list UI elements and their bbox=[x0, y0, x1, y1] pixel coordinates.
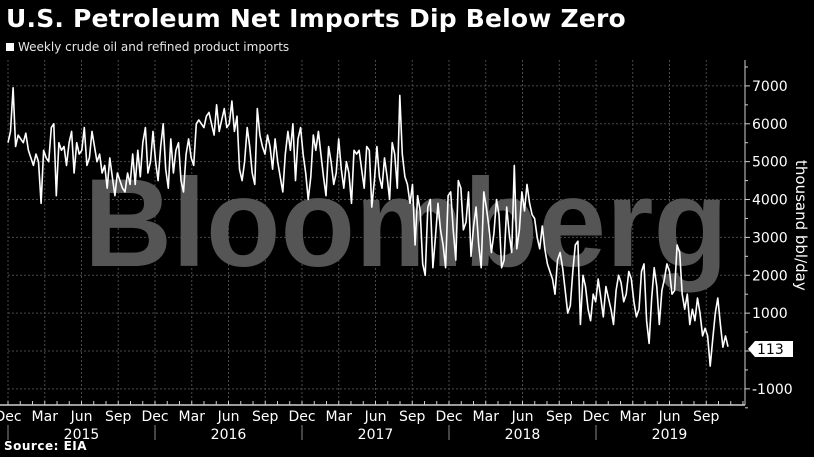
chart-title: U.S. Petroleum Net Imports Dip Below Zer… bbox=[6, 4, 626, 33]
x-tick-label: Jun bbox=[217, 409, 240, 425]
x-tick-label: Sep bbox=[546, 409, 573, 425]
y-tick-label: 4000 bbox=[752, 193, 788, 209]
x-tick-label: Dec bbox=[141, 409, 168, 425]
y-tick-label: 5000 bbox=[752, 155, 788, 171]
y-tick-label: 7000 bbox=[752, 79, 788, 95]
x-tick-label: Mar bbox=[32, 409, 59, 425]
x-tick-label: Sep bbox=[399, 409, 426, 425]
last-value-label: 113 bbox=[748, 341, 793, 358]
x-year-label: 2019 bbox=[652, 427, 688, 443]
grid-lines bbox=[7, 60, 745, 405]
y-tick-label: 2000 bbox=[752, 268, 788, 284]
x-year-label: 2016 bbox=[211, 427, 247, 443]
x-year-label: 2015 bbox=[64, 427, 100, 443]
source-note: Source: EIA bbox=[4, 439, 88, 453]
x-tick-label: Sep bbox=[105, 409, 132, 425]
x-tick-label: Dec bbox=[435, 409, 462, 425]
x-tick-label: Mar bbox=[179, 409, 206, 425]
x-tick-label: Jun bbox=[364, 409, 387, 425]
legend: Weekly crude oil and refined product imp… bbox=[6, 40, 289, 54]
x-tick-label: Sep bbox=[252, 409, 279, 425]
imports-line bbox=[7, 87, 729, 367]
x-tick-label: Jun bbox=[658, 409, 681, 425]
x-tick-label: Sep bbox=[693, 409, 720, 425]
bloomberg-watermark: Bloomberg bbox=[84, 154, 728, 293]
x-year-label: 2018 bbox=[505, 427, 541, 443]
x-tick-label: Jun bbox=[70, 409, 93, 425]
y-tick-label: 1000 bbox=[752, 306, 788, 322]
x-axis-labels: Dec Mar Jun Sep Dec Mar Jun Sep Dec Mar Jun Sep Dec M… bbox=[0, 409, 720, 443]
y-axis-title: thousand bbl/day bbox=[792, 160, 810, 291]
x-tick-label: Jun bbox=[511, 409, 534, 425]
last-value-text: 113 bbox=[757, 342, 784, 358]
x-tick-label: Mar bbox=[620, 409, 647, 425]
x-year-label: 2017 bbox=[358, 427, 394, 443]
legend-label: Weekly crude oil and refined product imp… bbox=[18, 40, 290, 54]
x-tick-label: Dec bbox=[288, 409, 315, 425]
y-tick-label: 3000 bbox=[752, 230, 788, 246]
x-tick-label: Mar bbox=[473, 409, 500, 425]
x-tick-label: Dec bbox=[0, 409, 22, 425]
x-tick-label: Dec bbox=[582, 409, 609, 425]
axes bbox=[0, 60, 750, 409]
y-tick-label: -1000 bbox=[752, 382, 793, 398]
y-axis-labels: 7000 6000 5000 4000 3000 2000 1000 -1000 bbox=[752, 79, 793, 398]
y-tick-label: 6000 bbox=[752, 117, 788, 133]
x-tick-label: Mar bbox=[326, 409, 353, 425]
legend-swatch bbox=[6, 43, 14, 51]
